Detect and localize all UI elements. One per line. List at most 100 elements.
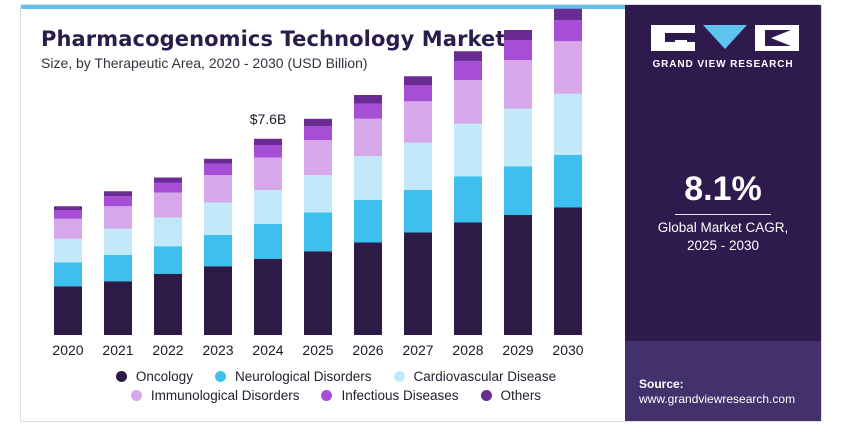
bar-segment-others-2021 — [104, 191, 132, 197]
legend-item-immunological-disorders: Immunological Disorders — [130, 388, 300, 403]
bar-segment-others-2022 — [154, 177, 182, 183]
cagr-label: Global Market CAGR, 2025 - 2030 — [625, 219, 821, 255]
brand-name: GRAND VIEW RESEARCH — [652, 59, 794, 70]
bar-segment-neurological-disorders-2026 — [354, 200, 382, 243]
bar-segment-infectious-diseases-2023 — [204, 163, 232, 175]
bar-segment-others-2030 — [554, 8, 582, 20]
legend-label: Oncology — [135, 369, 193, 384]
bar-segment-cardiovascular-disease-2026 — [354, 156, 382, 200]
x-tick-label-2030: 2030 — [552, 342, 583, 358]
bar-segment-cardiovascular-disease-2025 — [304, 175, 332, 213]
bar-segment-cardiovascular-disease-2029 — [504, 108, 532, 167]
chart-legend: Oncology Neurological Disorders Cardiova… — [91, 369, 581, 407]
x-tick-label-2025: 2025 — [302, 342, 333, 358]
bar-segment-cardiovascular-disease-2021 — [104, 228, 132, 255]
bar-segment-immunological-disorders-2030 — [554, 41, 582, 94]
bar-segment-others-2026 — [354, 95, 382, 104]
cagr-label-line-1: Global Market CAGR, — [657, 220, 789, 235]
bar-segment-infectious-diseases-2025 — [304, 126, 332, 140]
legend-swatch — [115, 371, 127, 382]
bar-segment-cardiovascular-disease-2030 — [554, 93, 582, 155]
data-label-2024: $7.6B — [250, 111, 287, 127]
bar-segment-immunological-disorders-2020 — [54, 218, 82, 239]
bar-segment-immunological-disorders-2028 — [454, 80, 482, 124]
bar-segment-cardiovascular-disease-2020 — [54, 238, 82, 263]
x-tick-label-2021: 2021 — [102, 342, 133, 358]
bar-segment-cardiovascular-disease-2028 — [454, 123, 482, 177]
bar-segment-others-2027 — [404, 76, 432, 85]
bar-segment-immunological-disorders-2022 — [154, 192, 182, 218]
bar-segment-oncology-2022 — [154, 273, 182, 335]
bar-segment-cardiovascular-disease-2027 — [404, 142, 432, 190]
cagr-divider — [675, 214, 771, 215]
bar-segment-neurological-disorders-2021 — [104, 255, 132, 282]
chart-subtitle: Size, by Therapeutic Area, 2020 - 2030 (… — [41, 55, 368, 71]
stacked-bar-chart: 2020 2021 2022 2023 2024 $7.6B 2025 2026 2027 202… — [52, 8, 584, 358]
source-panel: Source: www.grandviewresearch.com — [625, 341, 821, 421]
legend-swatch — [130, 390, 142, 401]
bar-segment-oncology-2028 — [454, 222, 482, 335]
bar-segment-infectious-diseases-2022 — [154, 182, 182, 193]
bar-segment-infectious-diseases-2026 — [354, 103, 382, 119]
bar-segment-immunological-disorders-2026 — [354, 118, 382, 157]
bar-segment-oncology-2023 — [204, 266, 232, 335]
bar-segment-immunological-disorders-2027 — [404, 101, 432, 143]
legend-item-others: Others — [480, 388, 542, 403]
bar-segment-cardiovascular-disease-2024 — [254, 190, 282, 224]
cagr-label-line-2: 2025 - 2030 — [686, 238, 760, 253]
bar-segment-others-2024 — [254, 138, 282, 145]
grand-view-research-logo — [651, 25, 799, 51]
bar-segment-immunological-disorders-2029 — [504, 60, 532, 109]
source-label: Source: — [639, 377, 684, 391]
bar-segment-others-2029 — [504, 30, 532, 40]
bar-segment-oncology-2027 — [404, 232, 432, 335]
bar-segment-neurological-disorders-2028 — [454, 176, 482, 223]
legend-label: Neurological Disorders — [234, 369, 372, 384]
source-url[interactable]: www.grandviewresearch.com — [639, 392, 796, 406]
bar-segment-cardiovascular-disease-2022 — [154, 217, 182, 247]
x-tick-label-2020: 2020 — [52, 342, 83, 358]
bar-segment-oncology-2030 — [554, 207, 582, 335]
bar-segment-others-2028 — [454, 51, 482, 62]
bar-segment-infectious-diseases-2021 — [104, 196, 132, 207]
legend-item-neurological-disorders: Neurological Disorders — [214, 369, 372, 384]
bar-segment-neurological-disorders-2022 — [154, 246, 182, 274]
bar-segment-neurological-disorders-2025 — [304, 212, 332, 252]
x-tick-label-2028: 2028 — [452, 342, 483, 358]
legend-label: Others — [500, 388, 542, 403]
bar-segment-immunological-disorders-2021 — [104, 206, 132, 229]
bar-segment-oncology-2020 — [54, 286, 82, 335]
x-tick-label-2022: 2022 — [152, 342, 183, 358]
bar-segment-oncology-2025 — [304, 251, 332, 335]
bar-segment-infectious-diseases-2028 — [454, 61, 482, 80]
bar-segment-neurological-disorders-2023 — [204, 235, 232, 267]
cagr-value: 8.1% — [684, 170, 762, 208]
bar-segment-oncology-2026 — [354, 242, 382, 335]
bar-segment-infectious-diseases-2029 — [504, 40, 532, 60]
bar-segment-infectious-diseases-2020 — [54, 210, 82, 219]
legend-item-infectious-diseases: Infectious Diseases — [321, 388, 459, 403]
x-tick-label-2027: 2027 — [402, 342, 433, 358]
legend-label: Immunological Disorders — [150, 388, 300, 403]
bar-segment-neurological-disorders-2027 — [404, 190, 432, 233]
infographic-card: Pharmacogenomics Technology Market Size,… — [20, 4, 822, 422]
bar-segment-immunological-disorders-2023 — [204, 175, 232, 203]
bar-segment-oncology-2021 — [104, 281, 132, 335]
chart-title: Pharmacogenomics Technology Market — [41, 27, 506, 51]
bar-segment-neurological-disorders-2030 — [554, 155, 582, 208]
bar-segment-neurological-disorders-2029 — [504, 166, 532, 215]
legend-item-oncology: Oncology — [115, 369, 193, 384]
legend-swatch — [214, 371, 226, 382]
legend-swatch — [480, 390, 492, 401]
bar-segment-neurological-disorders-2024 — [254, 223, 282, 259]
x-tick-label-2024: 2024 — [252, 342, 283, 358]
bar-segment-infectious-diseases-2027 — [404, 85, 432, 102]
bar-segment-immunological-disorders-2025 — [304, 140, 332, 175]
legend-swatch — [321, 390, 333, 401]
legend-label: Cardiovascular Disease — [413, 369, 557, 384]
bar-segment-cardiovascular-disease-2023 — [204, 202, 232, 235]
x-tick-label-2026: 2026 — [352, 342, 383, 358]
bar-segment-others-2025 — [304, 118, 332, 127]
x-tick-label-2029: 2029 — [502, 342, 533, 358]
x-tick-label-2023: 2023 — [202, 342, 233, 358]
